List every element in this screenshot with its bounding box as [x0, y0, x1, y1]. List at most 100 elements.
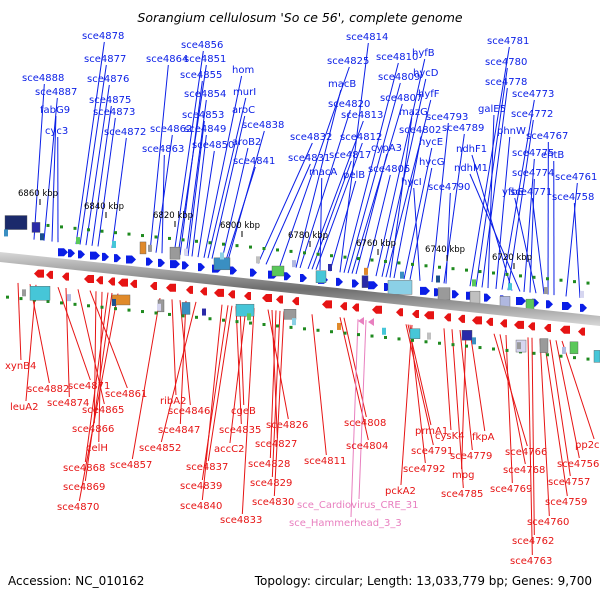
domain-stripe	[112, 298, 116, 306]
reverse-gene-label: sce4804	[346, 441, 388, 452]
rna-feature-mark	[368, 318, 374, 327]
forward-gene-label: sce4767	[526, 131, 568, 142]
gene-arrow	[102, 252, 109, 261]
scale-dot	[141, 234, 144, 238]
forward-gene-label: sce4780	[485, 57, 527, 68]
reverse-label-connector	[160, 301, 197, 443]
gene-arrow	[562, 301, 572, 310]
forward-gene-label: sce4888	[22, 73, 64, 84]
forward-gene-label: macB	[328, 79, 356, 90]
forward-label-connector	[265, 163, 311, 265]
forward-gene-label: hycG	[419, 157, 445, 168]
reverse-gene-label: cgeB	[231, 406, 256, 417]
rna-feature-mark	[358, 316, 364, 325]
reverse-label-connector	[78, 293, 119, 502]
reverse-gene-label: accC2	[214, 444, 244, 455]
forward-label-connector	[573, 202, 581, 298]
reverse-label-connector	[207, 305, 233, 462]
domain-stripe	[436, 275, 440, 283]
genome-backbone	[0, 252, 600, 326]
forward-label-connector	[91, 105, 112, 246]
gene-arrow	[486, 317, 493, 326]
domain-stripe	[364, 267, 368, 275]
scale-dot	[87, 228, 90, 232]
gene-arrow	[118, 278, 128, 287]
forward-label-connector	[161, 154, 165, 254]
forward-gene-label: hyfF	[418, 89, 440, 100]
scale-dot	[222, 318, 225, 322]
reverse-gene-label: sce4791	[411, 446, 453, 457]
domain-stripe	[256, 256, 260, 264]
reverse-gene-label: sce4828	[248, 459, 290, 470]
rna-feature-label: sce_Hammerhead_3_3	[289, 518, 402, 529]
gene-arrow	[130, 279, 137, 288]
reverse-label-connector	[273, 311, 285, 497]
gene-arrow	[444, 313, 451, 322]
feature-block	[169, 246, 181, 260]
scale-dot	[127, 308, 131, 312]
forward-gene-label: sce4863	[142, 144, 184, 155]
scale-dot	[289, 249, 293, 253]
rna-label-connector	[358, 320, 367, 500]
gene-arrow	[458, 314, 465, 323]
rna-feature-labels: sce_Cardiovirus_CRE_31 sce_Hammerhead_3_3	[289, 500, 418, 529]
scale-dot	[289, 325, 293, 329]
forward-label-connector	[307, 120, 364, 270]
reverse-gene-label: sce4861	[105, 389, 147, 400]
feature-tracks	[4, 215, 600, 363]
reverse-gene-label: sce4768	[503, 465, 545, 476]
reverse-label-connector	[443, 328, 452, 431]
forward-gene-label: hycI	[401, 177, 422, 188]
scale-dot	[114, 307, 117, 311]
reverse-gene-label: sce4763	[510, 556, 552, 567]
gene-arrow	[484, 293, 491, 302]
gene-arrow	[150, 282, 157, 291]
domain-stripe	[382, 327, 386, 335]
gene-arrow	[228, 290, 235, 299]
forward-gene-label: sce4873	[93, 107, 135, 118]
reverse-label-connector	[229, 307, 247, 444]
reverse-label-connector	[241, 308, 255, 515]
gene-arrow	[108, 277, 115, 286]
feature-block	[593, 350, 600, 363]
forward-gene-label: hom	[232, 65, 254, 76]
gene-arrow	[146, 257, 153, 266]
forward-label-connector	[319, 177, 323, 271]
forward-gene-label: sce4850	[192, 140, 234, 151]
reverse-label-connector	[499, 334, 526, 465]
forward-label-connector	[315, 142, 363, 270]
forward-gene-label: sce4774	[512, 168, 554, 179]
forward-label-connector	[221, 147, 249, 260]
gene-arrow	[62, 272, 69, 281]
forward-gene-label: sce4820	[328, 99, 370, 110]
kbp-scale: 6860 kbp 6840 kbp 6820 kbp 6800 kbp 6780 kbp…	[18, 189, 532, 269]
scale-dot	[235, 320, 239, 324]
reverse-label-connector	[400, 324, 413, 486]
reverse-label-connector	[201, 305, 229, 481]
gene-arrow	[300, 274, 307, 283]
scale-dot	[60, 301, 63, 305]
forward-label-connector	[257, 142, 313, 264]
gene-arrow	[46, 270, 53, 279]
scale-dot	[181, 238, 185, 242]
scale-dot	[573, 280, 576, 284]
feature-block	[29, 286, 51, 301]
gene-arrow	[340, 302, 347, 311]
reverse-gene-label: sce4766	[505, 447, 547, 458]
feature-block	[31, 222, 41, 233]
scale-dot	[168, 236, 171, 240]
reverse-label-connector	[239, 306, 245, 406]
forward-gene-label: sce4807	[380, 93, 422, 104]
gene-arrow	[384, 282, 391, 291]
forward-gene-label: murI	[233, 87, 256, 98]
reverse-label-connector	[171, 299, 177, 396]
gene-arrow	[352, 303, 359, 312]
scale-dot	[127, 232, 131, 236]
rna-label-connector	[350, 319, 359, 518]
gene-arrow	[578, 327, 585, 336]
forward-gene-label: ndhM1	[454, 163, 488, 174]
feature-block	[437, 287, 451, 300]
reverse-gene-label: sce4757	[548, 477, 590, 488]
scale-dot	[357, 333, 360, 337]
forward-gene-label: sce4849	[184, 124, 226, 135]
